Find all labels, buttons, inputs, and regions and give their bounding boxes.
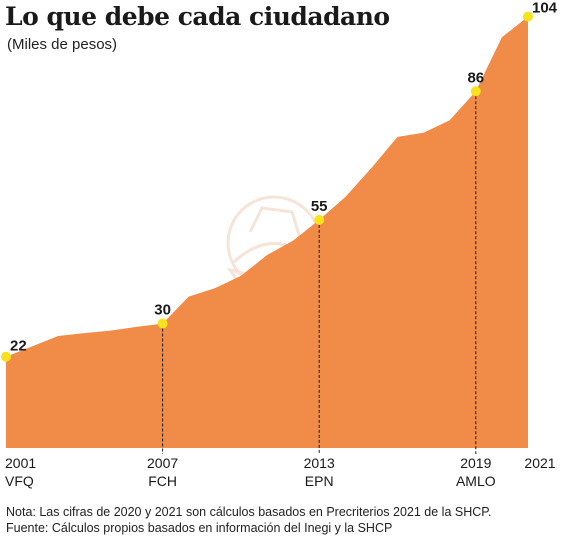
data-point-2001 [1, 351, 11, 362]
data-point-2007 [157, 318, 168, 329]
x-tick-sublabel-2001: VFQ [5, 473, 34, 489]
x-tick-label-2007: 2007 [147, 455, 178, 471]
data-point-2019 [470, 86, 481, 97]
data-label-2021: 104 [532, 0, 558, 17]
data-label-2013: 55 [311, 198, 328, 215]
debt-area [6, 16, 528, 448]
data-label-2007: 30 [154, 302, 171, 319]
data-label-2001: 22 [10, 338, 27, 355]
data-point-2013 [314, 214, 325, 225]
x-axis: 2001 VFQ 2007 FCH 2013 EPN 2019 AMLO 2021 [5, 455, 556, 489]
x-tick-label-2013: 2013 [304, 455, 335, 471]
data-point-2021 [523, 11, 533, 22]
x-tick-label-2019: 2019 [460, 455, 491, 471]
area-chart: 22 30 55 86 104 2001 VFQ 2007 FCH 2013 EPN 2019 AML… [1, 0, 558, 489]
x-tick-sublabel-2013: EPN [305, 473, 334, 489]
data-label-2019: 86 [467, 69, 484, 86]
chart-subtitle: (Miles de pesos) [7, 36, 118, 53]
marker-guide-lines [162, 91, 477, 454]
x-tick-label-2021: 2021 [524, 455, 555, 471]
x-tick-sublabel-2007: FCH [148, 473, 177, 489]
x-tick-sublabel-2019: AMLO [456, 473, 496, 489]
x-tick-label-2001: 2001 [5, 455, 36, 471]
note-text: Nota: Las cifras de 2020 y 2021 son cálc… [6, 505, 492, 519]
data-markers: 22 30 55 86 104 [1, 0, 558, 362]
chart-title: Lo que debe cada ciudadano [5, 2, 390, 31]
source-text: Fuente: Cálculos propios basados en info… [6, 521, 393, 535]
